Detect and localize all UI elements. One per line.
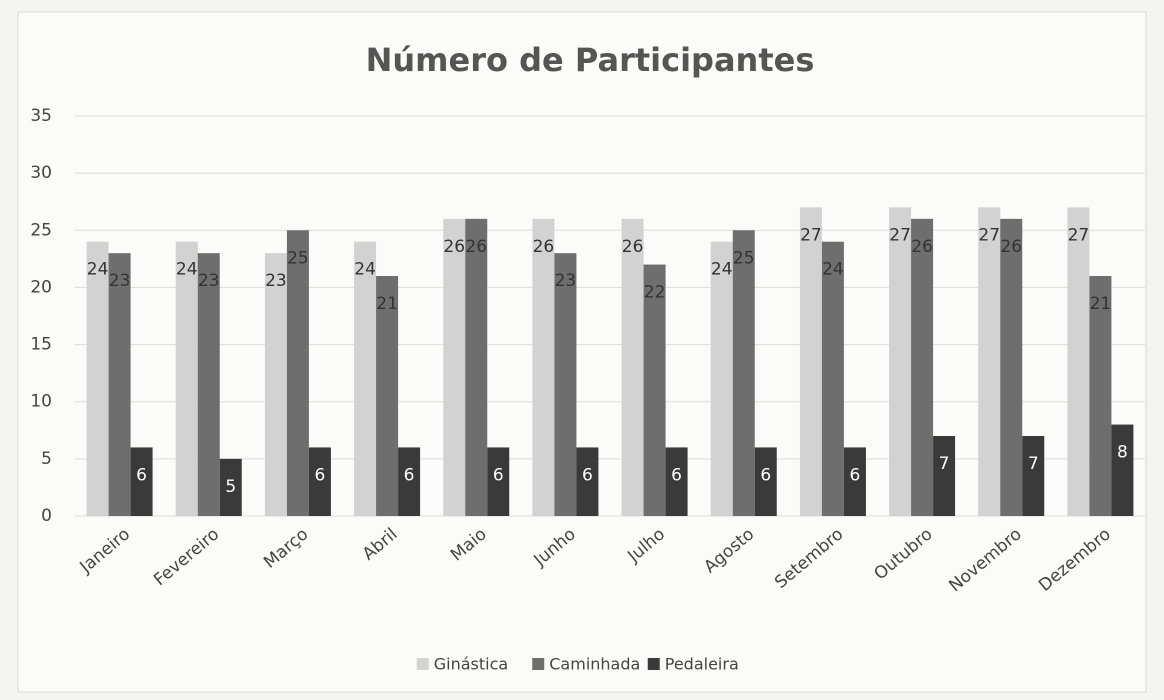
bar [308,447,331,516]
bar [799,207,822,516]
bar [1000,218,1023,516]
data-label: 26 [911,237,933,257]
data-label: 24 [176,260,198,280]
data-label: 6 [136,465,147,485]
y-tick-label: 5 [41,449,52,469]
data-label: 22 [644,283,666,303]
data-label: 6 [582,465,593,485]
data-label: 23 [109,271,131,291]
data-label: 26 [622,237,644,257]
bar [554,253,577,516]
data-label: 7 [1028,454,1039,474]
bar [978,207,1001,516]
bar [576,447,599,516]
bar [354,241,377,516]
bar [710,241,733,516]
bar [443,218,466,516]
y-tick-label: 35 [30,106,52,126]
data-label: 6 [850,465,861,485]
data-label: 26 [533,237,555,257]
bar [264,253,287,516]
bar [1111,424,1134,516]
bar [732,230,755,517]
bar [754,447,777,516]
data-label: 23 [198,271,220,291]
bar [532,218,555,516]
bar [843,447,866,516]
y-tick-label: 30 [30,163,52,183]
bar [621,218,644,516]
legend-swatch [532,658,545,670]
bar [1089,276,1112,516]
bar [376,276,399,516]
data-label: 24 [87,260,109,280]
data-label: 24 [711,260,733,280]
y-tick-label: 15 [30,335,52,355]
bar [933,436,956,516]
y-tick-label: 10 [30,392,52,412]
legend-label: Pedaleira [665,655,739,674]
data-label: 24 [822,260,844,280]
bar [398,447,421,516]
legend-swatch [416,658,429,670]
bar [130,447,153,516]
data-label: 6 [760,465,771,485]
y-tick-label: 20 [30,277,52,297]
data-label: 23 [555,271,577,291]
data-label: 21 [376,294,398,314]
data-label: 25 [287,248,309,268]
data-label: 6 [404,465,415,485]
bar [889,207,912,516]
bar [487,447,510,516]
data-label: 26 [443,237,465,257]
data-label: 6 [315,465,326,485]
data-label: 26 [465,237,487,257]
bar [219,458,242,516]
data-label: 7 [939,454,950,474]
data-label: 24 [354,260,376,280]
bar [86,241,109,516]
data-label: 27 [978,225,1000,245]
bar [643,264,666,516]
bar [465,218,488,516]
bar [175,241,198,516]
bar [286,230,309,517]
data-label: 6 [671,465,682,485]
y-tick-label: 0 [41,506,52,526]
data-label: 6 [493,465,504,485]
bar [911,218,934,516]
legend-label: Ginástica [434,655,508,674]
data-label: 26 [1000,237,1022,257]
legend-swatch [647,658,660,670]
data-label: 27 [889,225,911,245]
data-label: 5 [225,477,236,497]
data-label: 21 [1090,294,1112,314]
data-label: 27 [1068,225,1090,245]
bar [197,253,220,516]
bar [665,447,688,516]
bar [108,253,131,516]
data-label: 23 [265,271,287,291]
legend-label: Caminhada [549,655,640,674]
bar [1067,207,1090,516]
data-label: 8 [1117,443,1128,463]
bar [821,241,844,516]
chart-title: Número de Participantes [366,41,815,79]
y-tick-label: 25 [30,220,52,240]
bar [1022,436,1045,516]
data-label: 25 [733,248,755,268]
data-label: 27 [800,225,822,245]
